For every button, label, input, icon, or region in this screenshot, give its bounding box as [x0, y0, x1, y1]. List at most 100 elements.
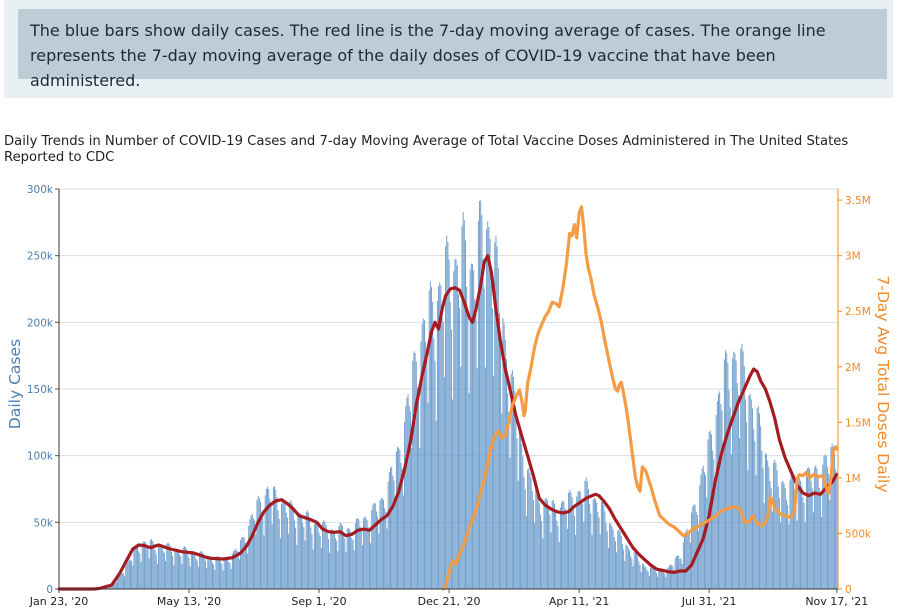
case-bar [524, 489, 526, 589]
case-bar [445, 246, 447, 589]
case-bar [404, 421, 406, 589]
case-bar [613, 537, 615, 589]
case-bar [511, 370, 513, 589]
case-bar [508, 412, 510, 589]
case-bar [122, 573, 124, 589]
case-bar [756, 408, 758, 589]
case-bar [713, 459, 715, 589]
case-bar [231, 553, 233, 589]
case-bar [802, 497, 804, 589]
case-bar [155, 554, 157, 589]
case-bar [145, 542, 147, 589]
case-bar [516, 438, 518, 589]
case-bar [202, 553, 204, 589]
case-bar [735, 360, 737, 589]
bars [100, 200, 839, 590]
case-bar [681, 563, 683, 589]
case-bar [510, 373, 512, 589]
case-bar [432, 301, 434, 589]
case-bar [248, 525, 250, 589]
case-bar [233, 551, 235, 589]
case-bar [172, 555, 174, 589]
case-bar [647, 571, 649, 589]
case-bar [401, 468, 403, 589]
case-bar [714, 490, 716, 589]
case-bar [210, 558, 212, 589]
case-bar [394, 503, 396, 589]
case-bar [470, 263, 472, 589]
case-bar [170, 551, 172, 589]
case-bar [443, 377, 445, 589]
case-bar [308, 512, 309, 589]
case-bar [327, 539, 329, 589]
case-bar [732, 358, 734, 589]
case-bar [405, 406, 407, 589]
case-bar [770, 488, 772, 589]
case-bar [790, 475, 792, 589]
y-tick-label: 200k [27, 317, 54, 329]
case-bar [711, 434, 712, 589]
case-bar [352, 540, 354, 589]
case-bar [449, 302, 451, 589]
case-bar [320, 547, 322, 589]
case-bar [592, 499, 594, 589]
case-bar [448, 259, 450, 589]
case-bar [343, 533, 345, 589]
case-bar [469, 269, 471, 589]
case-bar [108, 586, 110, 589]
case-bar [131, 560, 133, 589]
case-bar [426, 352, 428, 589]
case-bar [744, 399, 746, 589]
case-bar [199, 552, 201, 589]
case-bar [672, 565, 674, 589]
case-bar [480, 200, 482, 589]
case-bar [808, 466, 810, 589]
case-bar [200, 551, 202, 589]
case-bar [639, 564, 641, 589]
case-bar [668, 565, 670, 589]
case-bar [140, 561, 142, 589]
y-tick-label: 50k [34, 517, 54, 529]
case-bar [446, 235, 448, 590]
y2-tick-label: 3M [845, 251, 861, 263]
case-bar [680, 558, 682, 589]
case-bar [278, 518, 280, 589]
case-bar [700, 474, 702, 589]
case-bar [209, 557, 211, 589]
case-bar [342, 525, 343, 589]
case-bar [653, 568, 655, 589]
case-bar [531, 491, 533, 589]
case-bar [831, 443, 833, 589]
case-bar [226, 557, 227, 589]
case-bar [229, 563, 231, 589]
case-bar [468, 393, 470, 589]
case-bar [353, 550, 355, 589]
case-bar [132, 565, 134, 589]
case-bar [304, 540, 306, 589]
case-bar [598, 517, 600, 589]
case-bar [822, 464, 824, 589]
case-bar [687, 531, 689, 589]
y-axis-title: Daily Cases [6, 339, 24, 429]
case-bar [618, 529, 620, 589]
case-bar [619, 531, 621, 589]
case-bar [626, 545, 628, 589]
case-bar [638, 561, 640, 589]
case-bar [606, 531, 608, 589]
case-bar [270, 504, 272, 589]
case-bar [392, 475, 394, 589]
case-bar [701, 468, 703, 589]
case-bar [168, 543, 170, 589]
case-bar [260, 501, 261, 589]
case-bar [740, 348, 742, 589]
case-bar [285, 512, 287, 589]
case-bar [288, 533, 290, 589]
y2-tick-label: 2M [845, 362, 861, 374]
case-bar [807, 468, 809, 589]
case-bar [276, 497, 278, 589]
case-bar [487, 221, 489, 589]
case-bar [336, 540, 338, 589]
case-bar [782, 480, 784, 589]
case-bar [636, 553, 637, 589]
case-bar [551, 500, 553, 589]
